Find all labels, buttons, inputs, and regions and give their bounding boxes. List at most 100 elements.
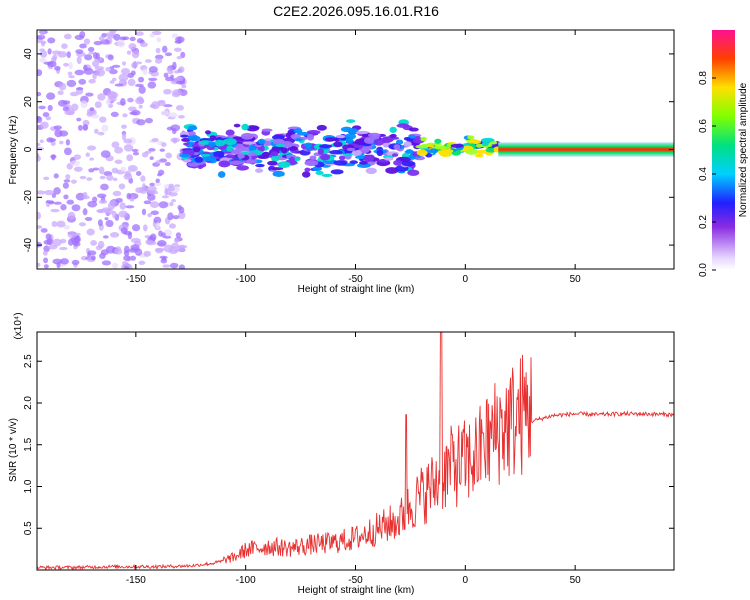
spectral-blob (181, 137, 191, 142)
spectral-blob (138, 260, 146, 265)
spectral-blob (37, 211, 42, 220)
spectral-blob (82, 191, 88, 199)
spectral-blob (172, 61, 177, 70)
spectral-blob (43, 257, 49, 264)
spectral-blob (126, 97, 135, 103)
spectral-blob (121, 124, 127, 129)
spectral-blob (180, 134, 189, 138)
spectral-blob (63, 225, 71, 230)
spectral-blob (226, 145, 234, 152)
spectral-blob (87, 200, 98, 208)
y-tick-label: 2.0 (23, 396, 34, 410)
spectral-blob (177, 114, 185, 119)
spectral-blob (57, 90, 64, 96)
spectral-blob (393, 144, 401, 150)
spectral-blob (40, 40, 47, 45)
y-tick-label: 1.5 (23, 437, 34, 451)
spectral-blob (103, 235, 109, 239)
spectral-blob (149, 201, 160, 209)
spectral-blob (155, 160, 161, 165)
spectral-blob (92, 167, 100, 171)
spectral-blob (179, 153, 191, 158)
spectral-blob (114, 159, 123, 164)
spectral-blob (233, 123, 241, 128)
spectral-blob (171, 33, 179, 39)
spectral-blob (70, 160, 81, 166)
spectral-blob (113, 33, 121, 41)
spectral-blob (304, 167, 311, 172)
spectral-blob (229, 160, 244, 166)
spectral-blob (182, 159, 192, 163)
spectral-blob (123, 138, 133, 144)
spectral-blob (61, 43, 68, 49)
spectrogram-panel: -150 -100 -50 0 50 -40 -20 0 20 40 Height of stra… (8, 29, 675, 295)
spectral-blob (105, 245, 116, 254)
spectral-blob (188, 135, 201, 142)
spectral-blob (172, 89, 183, 96)
spectral-blob (52, 238, 62, 247)
spectral-blob (209, 135, 216, 141)
spectral-blob (75, 87, 84, 91)
spectral-blob (324, 137, 338, 142)
spectral-blob (53, 125, 63, 130)
spectral-blob (163, 235, 172, 239)
spectral-blob (169, 262, 179, 269)
spectral-blob (351, 149, 362, 157)
spectral-blob (172, 128, 177, 135)
spectral-blob (135, 31, 144, 36)
spectral-blob (129, 255, 137, 261)
spectral-blob (317, 148, 324, 156)
spectral-blob (163, 229, 173, 237)
spectral-blob (71, 259, 80, 266)
spectral-blob (142, 68, 148, 75)
spectral-blob (257, 155, 270, 160)
spectral-blob (66, 199, 75, 205)
spectral-blob (47, 104, 53, 112)
region-noisy-band (179, 119, 425, 178)
spectral-blob (135, 187, 144, 194)
spectral-blob (47, 37, 56, 44)
colorbar: 0.0 0.2 0.4 0.6 0.8 Normalized spectral ampl… (698, 30, 749, 277)
spectral-blob (161, 195, 170, 199)
spectral-blob (294, 138, 303, 142)
x-tick-label: -150 (126, 575, 146, 586)
spectral-blob (340, 126, 353, 133)
spectral-blob (52, 258, 63, 265)
spectral-blob (114, 83, 124, 87)
spectral-blob (91, 255, 96, 261)
spectral-blob (63, 179, 71, 183)
spectral-blob (37, 154, 41, 162)
spectral-blob (60, 204, 67, 211)
spectral-blob (117, 39, 126, 48)
spectral-blob (56, 220, 66, 228)
spectral-blob (381, 136, 394, 143)
spectral-blob (167, 185, 175, 192)
spectral-blob (130, 244, 140, 251)
spectral-blob (105, 219, 114, 228)
spectral-blob (175, 80, 186, 85)
spectral-blob (169, 201, 174, 207)
spectral-blob (142, 224, 148, 232)
spectral-blob (118, 210, 128, 218)
spectral-blob (225, 129, 235, 136)
spectral-blob (46, 92, 56, 100)
spectral-blob (177, 211, 186, 220)
spectral-blob (123, 144, 134, 152)
x-tick-label: -100 (236, 274, 256, 285)
spectral-blob (408, 127, 419, 132)
spectral-blob (88, 168, 95, 173)
spectral-blob (141, 208, 147, 216)
spectral-blob (43, 245, 50, 253)
spectral-blob (143, 250, 151, 257)
spectral-blob (78, 222, 86, 227)
spectral-blob (97, 219, 103, 227)
spectral-blob (270, 151, 279, 157)
spectral-blob (141, 151, 149, 158)
spectral-blob (84, 216, 93, 221)
spectral-blob (126, 154, 134, 162)
spectral-blob (217, 171, 226, 178)
colorbar-tick-label: 0.6 (698, 119, 709, 133)
spectral-blob (90, 114, 100, 119)
carrier-line (498, 142, 674, 157)
spectral-blob (401, 160, 416, 167)
